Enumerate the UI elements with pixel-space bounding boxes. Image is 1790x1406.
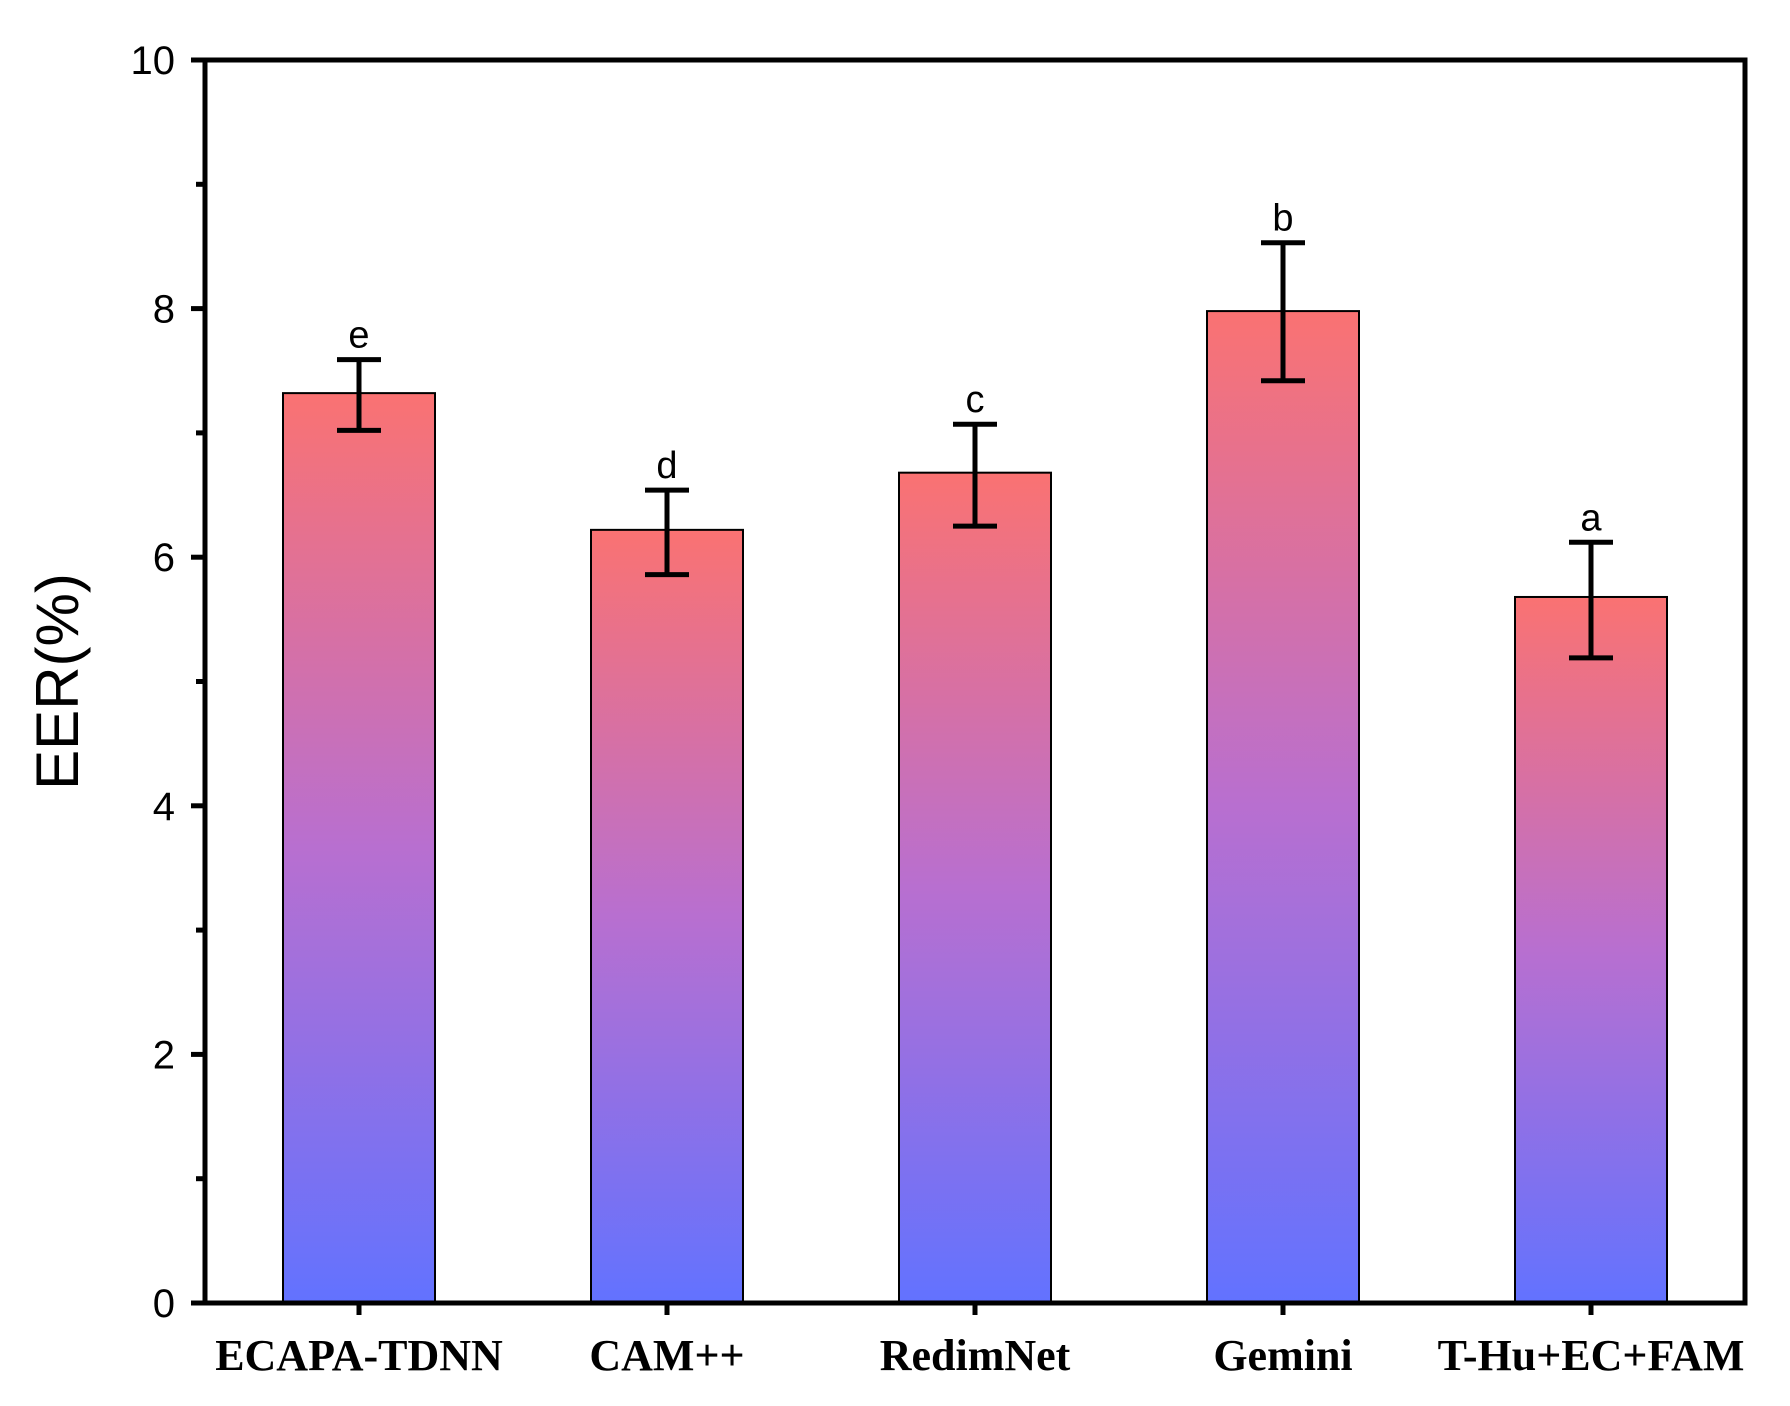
error-bar <box>953 421 997 529</box>
error-bar <box>337 357 381 433</box>
significance-label: b <box>1272 198 1293 240</box>
y-tick-label: 8 <box>153 288 175 332</box>
bar-ecapa-tdnn <box>282 392 436 1304</box>
x-tick-label: ECAPA-TDNN <box>215 1331 503 1380</box>
y-tick-label: 6 <box>153 536 175 580</box>
significance-labels-layer: e d c b a <box>348 198 1602 540</box>
y-tick-label: 4 <box>153 785 175 829</box>
bar-gemini <box>1206 310 1360 1304</box>
bar-cam- <box>590 528 744 1304</box>
y-tick-label: 2 <box>153 1033 175 1077</box>
bar-redimnet <box>898 471 1052 1304</box>
x-tick-label: CAM++ <box>589 1331 744 1380</box>
significance-label: a <box>1580 497 1602 539</box>
y-axis-ticks <box>191 57 1594 1315</box>
x-tick-label: Gemini <box>1213 1331 1352 1380</box>
error-bar <box>1261 240 1305 384</box>
x-tick-label: T-Hu+EC+FAM <box>1438 1331 1745 1380</box>
error-bar <box>1569 539 1613 661</box>
significance-label: c <box>966 379 985 421</box>
bar-t-hu-ec-fam <box>1514 595 1668 1304</box>
significance-label: d <box>656 445 677 487</box>
y-axis-tick-labels: 0 2 4 6 8 10 <box>131 39 176 1326</box>
error-bar <box>645 487 689 578</box>
significance-label: e <box>348 315 369 357</box>
y-tick-label: 0 <box>153 1282 175 1326</box>
y-tick-label: 10 <box>131 39 176 83</box>
y-axis-title: EER(%) <box>24 573 91 790</box>
x-axis-category-labels: ECAPA-TDNN CAM++ RedimNet Gemini T-Hu+EC+FAM <box>215 1331 1744 1380</box>
x-tick-label: RedimNet <box>880 1331 1071 1380</box>
error-bars-layer <box>337 240 1613 661</box>
